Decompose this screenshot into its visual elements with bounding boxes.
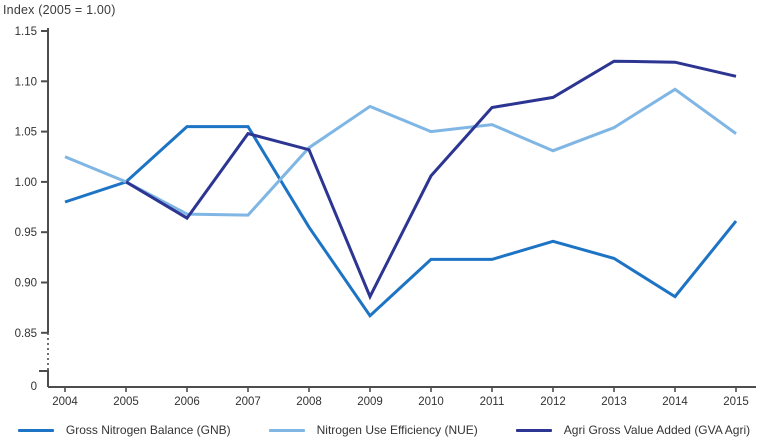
x-tick-label: 2014 xyxy=(662,396,688,408)
x-tick-label: 2005 xyxy=(113,396,139,408)
y-tick-label: 0.95 xyxy=(15,227,37,239)
x-tick-label: 2007 xyxy=(235,396,261,408)
y-tick-label: 1.05 xyxy=(15,127,37,139)
x-tick-label: 2015 xyxy=(723,396,749,408)
x-tick-label: 2006 xyxy=(174,396,200,408)
line-chart-plot: 0.85 0.90 0.95 1.00 1.05 1.10 1.15 0 2004 2005 200… xyxy=(15,26,756,408)
y-zero-label: 0 xyxy=(31,381,37,393)
x-tick-label: 2004 xyxy=(52,396,78,408)
legend-label-nue: Nitrogen Use Efficiency (NUE) xyxy=(316,423,478,437)
legend-item-gva: Agri Gross Value Added (GVA Agri) xyxy=(515,423,751,437)
x-tick-label: 2008 xyxy=(296,396,322,408)
legend-label-gnb: Gross Nitrogen Balance (GNB) xyxy=(65,423,231,437)
x-tick-label: 2009 xyxy=(357,396,383,408)
legend-item-gnb: Gross Nitrogen Balance (GNB) xyxy=(17,423,231,437)
chart-title: Index (2005 = 1.00) xyxy=(3,3,116,17)
legend-label-gva: Agri Gross Value Added (GVA Agri) xyxy=(563,423,751,437)
y-tick-label: 0.90 xyxy=(15,278,37,290)
gva-line-swatch xyxy=(515,428,552,432)
x-tick-label: 2013 xyxy=(601,396,627,408)
y-tick-label: 1.10 xyxy=(15,76,37,88)
series-line-0 xyxy=(64,125,738,318)
y-tick-label: 1.00 xyxy=(15,177,37,189)
series-line-2 xyxy=(125,59,737,301)
x-tick-label: 2012 xyxy=(540,396,566,408)
y-tick-label: 1.15 xyxy=(15,26,37,38)
chart-legend: Gross Nitrogen Balance (GNB) Nitrogen Us… xyxy=(0,420,768,440)
x-tick-label: 2010 xyxy=(418,396,444,408)
y-tick-label: 0.85 xyxy=(15,328,37,340)
legend-item-nue: Nitrogen Use Efficiency (NUE) xyxy=(268,423,478,437)
nue-line-swatch xyxy=(268,428,305,432)
gnb-line-swatch xyxy=(17,428,54,432)
x-tick-label: 2011 xyxy=(480,396,505,408)
series-line-1 xyxy=(64,87,737,217)
